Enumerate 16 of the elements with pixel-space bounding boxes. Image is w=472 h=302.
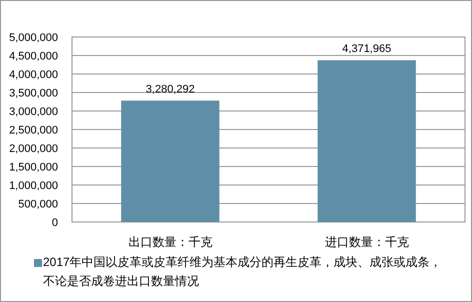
y-tick-label: 2,500,000 bbox=[9, 124, 58, 136]
legend-label: 2017年中国以皮革或皮革纤维为基本成分的再生皮革，成块、成张或成条，不论是否成卷进出口数量情况 bbox=[43, 254, 443, 290]
y-tick-label: 2,000,000 bbox=[9, 143, 58, 155]
text: 3,280,292 bbox=[146, 84, 195, 96]
y-tick-label: 3,000,000 bbox=[9, 106, 58, 118]
x-tick-label: 进口数量：千克 bbox=[324, 235, 409, 249]
y-tick-label: 500,000 bbox=[18, 198, 58, 210]
text: 4,371,965 bbox=[342, 43, 392, 56]
x-tick-label: 出口数量：千克 bbox=[128, 235, 212, 249]
y-tick-label: 3,500,000 bbox=[9, 88, 58, 100]
y-tick-label: 5,000,000 bbox=[9, 32, 58, 44]
y-tick-label: 4,000,000 bbox=[9, 69, 58, 81]
y-tick-label: 1,000,000 bbox=[9, 180, 58, 192]
y-tick-label: 4,500,000 bbox=[9, 50, 58, 62]
y-tick-label: 0 bbox=[52, 217, 58, 229]
y-tick-label: 1,500,000 bbox=[9, 162, 58, 174]
